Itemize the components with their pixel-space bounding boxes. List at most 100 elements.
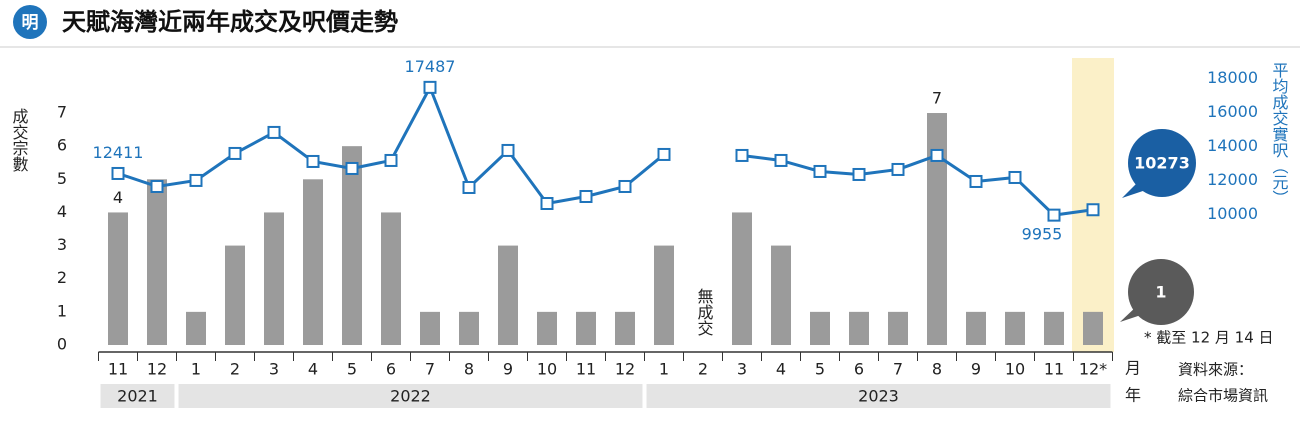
- x-tick-label: 8: [932, 360, 942, 379]
- x-tick-label: 9: [503, 360, 513, 379]
- point: [423, 80, 437, 94]
- bar: [888, 311, 908, 345]
- point: [579, 189, 593, 203]
- point: [774, 153, 788, 167]
- bar: [459, 311, 479, 345]
- x-tick-label: 12: [615, 360, 635, 379]
- point: [384, 153, 398, 167]
- y-axis-title: 成交宗數: [10, 108, 29, 172]
- bar: [849, 311, 869, 345]
- point: [813, 164, 827, 178]
- x-tick-label: 11: [1044, 360, 1064, 379]
- bar: [381, 212, 401, 345]
- y-tick-label: 0: [57, 335, 67, 354]
- x-tick-label: 1: [659, 360, 669, 379]
- y2-tick-label: 10000: [1207, 204, 1258, 223]
- x-tick-label: 2: [230, 360, 240, 379]
- x-tick-label: 2: [698, 360, 708, 379]
- x-tick-label: 5: [347, 360, 357, 379]
- point: [306, 154, 320, 168]
- x-tick-label: 10: [537, 360, 557, 379]
- x-tick-label: 7: [425, 360, 435, 379]
- y2-axis-title: 平均成交實呎（元）: [1270, 62, 1289, 206]
- callout: [1128, 259, 1194, 325]
- x-tick-label: 12*: [1079, 360, 1107, 379]
- bar: [108, 212, 128, 345]
- bar: [927, 113, 947, 345]
- y2-tick-label: 16000: [1207, 102, 1258, 121]
- logo: 明: [22, 13, 39, 33]
- year-label: 2021: [117, 387, 158, 406]
- bar: [498, 245, 518, 345]
- x-tick-label: 4: [308, 360, 318, 379]
- year-unit: 年: [1125, 386, 1141, 405]
- bar: [1005, 311, 1025, 345]
- point: [228, 146, 242, 160]
- x-tick-label: 10: [1005, 360, 1025, 379]
- y2-tick-label: 12000: [1207, 170, 1258, 189]
- point: [345, 161, 359, 175]
- bar: [537, 311, 557, 345]
- point: [150, 179, 164, 193]
- year-label: 2022: [390, 387, 431, 406]
- y-tick-label: 4: [57, 202, 67, 221]
- x-tick-label: 6: [854, 360, 864, 379]
- y-tick-label: 2: [57, 268, 67, 287]
- bar: [771, 245, 791, 345]
- y-tick-label: 6: [57, 136, 67, 155]
- point: [930, 148, 944, 162]
- point: [462, 180, 476, 194]
- bar: [1083, 311, 1103, 345]
- callout-label: 1: [1155, 283, 1166, 302]
- callout-label: 10273: [1134, 154, 1190, 173]
- bar: [966, 311, 986, 345]
- x-tick-label: 6: [386, 360, 396, 379]
- point: [1047, 208, 1061, 222]
- x-tick-label: 12: [147, 360, 167, 379]
- bar-label: 7: [932, 89, 942, 108]
- bar: [225, 245, 245, 345]
- bar: [303, 179, 323, 345]
- x-tick-label: 3: [269, 360, 279, 379]
- y-tick-label: 7: [57, 103, 67, 122]
- bar: [420, 311, 440, 345]
- year-band: [646, 384, 1111, 408]
- y-tick-label: 1: [57, 301, 67, 320]
- x-tick-label: 3: [737, 360, 747, 379]
- y2-tick-label: 18000: [1207, 68, 1258, 87]
- point: [969, 174, 983, 188]
- point: [657, 147, 671, 161]
- point: [891, 162, 905, 176]
- bar: [147, 179, 167, 345]
- y-tick-label: 3: [57, 235, 67, 254]
- year-band: [178, 384, 643, 408]
- x-tick-label: 7: [893, 360, 903, 379]
- year-band: [100, 384, 175, 408]
- y-tick-label: 5: [57, 169, 67, 188]
- x-tick-label: 1: [191, 360, 201, 379]
- bar: [1044, 311, 1064, 345]
- bar: [654, 245, 674, 345]
- line-label: 9955: [1022, 225, 1063, 244]
- chart-title: 天賦海灣近兩年成交及呎價走勢: [62, 8, 398, 36]
- x-tick-label: 5: [815, 360, 825, 379]
- bar: [264, 212, 284, 345]
- point: [735, 148, 749, 162]
- footnote: * 截至 12 月 14 日: [1144, 329, 1274, 347]
- bar: [732, 212, 752, 345]
- bar: [810, 311, 830, 345]
- bar-label: 4: [113, 188, 123, 207]
- annotation: 無成交: [695, 288, 714, 336]
- source-text: 綜合市場資訊: [1178, 387, 1268, 405]
- y2-tick-label: 14000: [1207, 136, 1258, 155]
- year-label: 2023: [858, 387, 899, 406]
- point: [540, 197, 554, 211]
- bar: [186, 311, 206, 345]
- point: [618, 179, 632, 193]
- line-label: 12411: [93, 143, 144, 162]
- point: [1008, 170, 1022, 184]
- point: [1086, 203, 1100, 217]
- x-tick-label: 4: [776, 360, 786, 379]
- line-label: 17487: [405, 57, 456, 76]
